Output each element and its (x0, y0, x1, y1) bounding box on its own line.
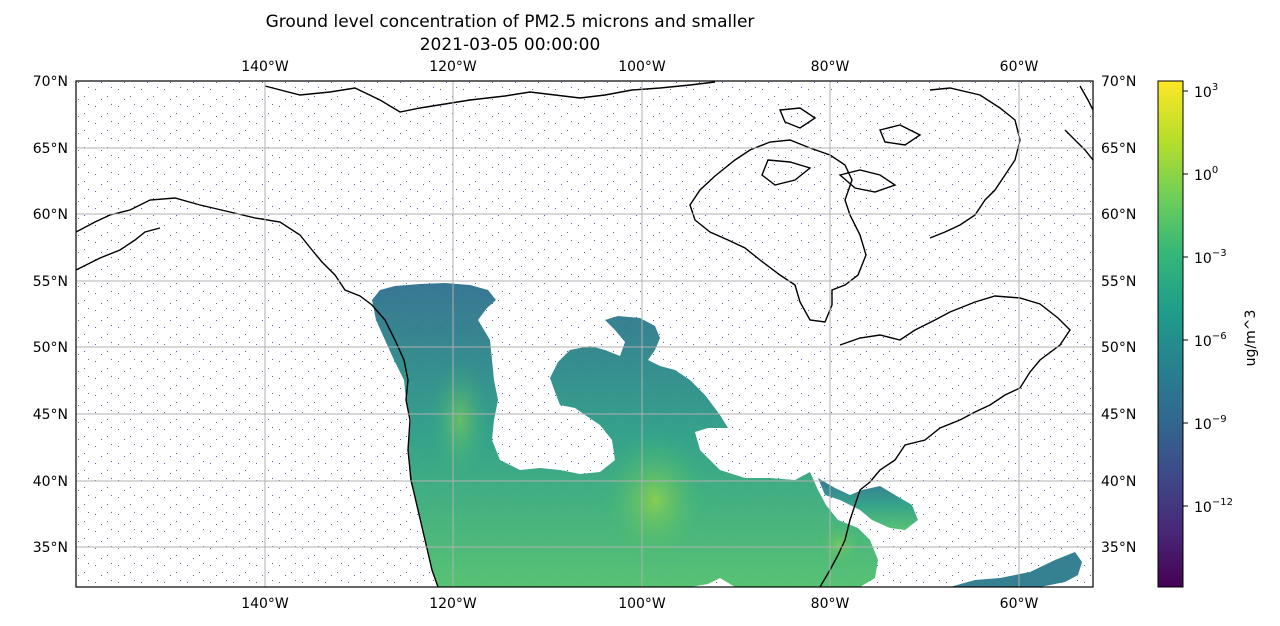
colorbar-tick-labels: 103 100 10−3 10−6 10−9 10−12 (1194, 82, 1233, 516)
lon-label-120w-top: 120°W (429, 59, 477, 75)
pm25-plume (372, 283, 1082, 587)
lat-label-50n-left: 50°N (33, 340, 68, 356)
map-subtitle: 2021-03-05 00:00:00 (419, 35, 601, 55)
lon-labels-top: 140°W 120°W 100°W 80°W 60°W (241, 59, 1038, 75)
lat-label-45n-right: 45°N (1101, 407, 1136, 423)
colorbar-gradient (1157, 80, 1184, 588)
coastlines (76, 81, 1093, 587)
colorbar-label-1e3: 103 (1194, 82, 1218, 101)
lat-labels-left: 70°N 65°N 60°N 55°N 50°N 45°N 40°N 35°N (33, 74, 68, 556)
lat-label-50n-right: 50°N (1101, 340, 1136, 356)
lat-label-40n-right: 40°N (1101, 474, 1136, 490)
map-area[interactable] (75, 80, 1094, 588)
lon-label-140w-top: 140°W (241, 59, 289, 75)
lat-label-70n-right: 70°N (1101, 74, 1136, 90)
lat-label-55n-right: 55°N (1101, 274, 1136, 290)
lat-label-60n-right: 60°N (1101, 207, 1136, 223)
lon-label-80w-bottom: 80°W (811, 596, 850, 612)
colorbar-label-1e-9: 10−9 (1194, 414, 1227, 433)
gridlines (76, 81, 1093, 587)
colorbar: 103 100 10−3 10−6 10−9 10−12 ug/m^3 (1157, 80, 1259, 588)
lon-label-80w-top: 80°W (811, 59, 850, 75)
lat-label-35n-right: 35°N (1101, 540, 1136, 556)
lon-label-100w-bottom: 100°W (618, 596, 666, 612)
colorbar-label-1e-3: 10−3 (1194, 248, 1227, 267)
lat-label-70n-left: 70°N (33, 74, 68, 90)
lat-label-55n-left: 55°N (33, 274, 68, 290)
colorbar-label-1e-12: 10−12 (1194, 497, 1233, 516)
colorbar-label-1e0: 100 (1194, 165, 1218, 184)
lat-label-65n-left: 65°N (33, 141, 68, 157)
lat-label-40n-left: 40°N (33, 474, 68, 490)
lon-label-100w-top: 100°W (618, 59, 666, 75)
lon-label-60w-bottom: 60°W (1000, 596, 1039, 612)
map-title: Ground level concentration of PM2.5 micr… (265, 12, 755, 32)
lon-label-120w-bottom: 120°W (429, 596, 477, 612)
lat-label-60n-left: 60°N (33, 207, 68, 223)
colorbar-ticks (1183, 90, 1188, 507)
lon-labels-bottom: 140°W 120°W 100°W 80°W 60°W (241, 596, 1038, 612)
lon-label-140w-bottom: 140°W (241, 596, 289, 612)
map-border (75, 80, 1094, 588)
lat-label-65n-right: 65°N (1101, 141, 1136, 157)
colorbar-label-1e-6: 10−6 (1194, 331, 1227, 350)
lon-label-60w-top: 60°W (1000, 59, 1039, 75)
lat-label-35n-left: 35°N (33, 540, 68, 556)
lat-labels-right: 70°N 65°N 60°N 55°N 50°N 45°N 40°N 35°N (1101, 74, 1136, 556)
colorbar-unit-label: ug/m^3 (1243, 310, 1259, 367)
lat-label-45n-left: 45°N (33, 407, 68, 423)
